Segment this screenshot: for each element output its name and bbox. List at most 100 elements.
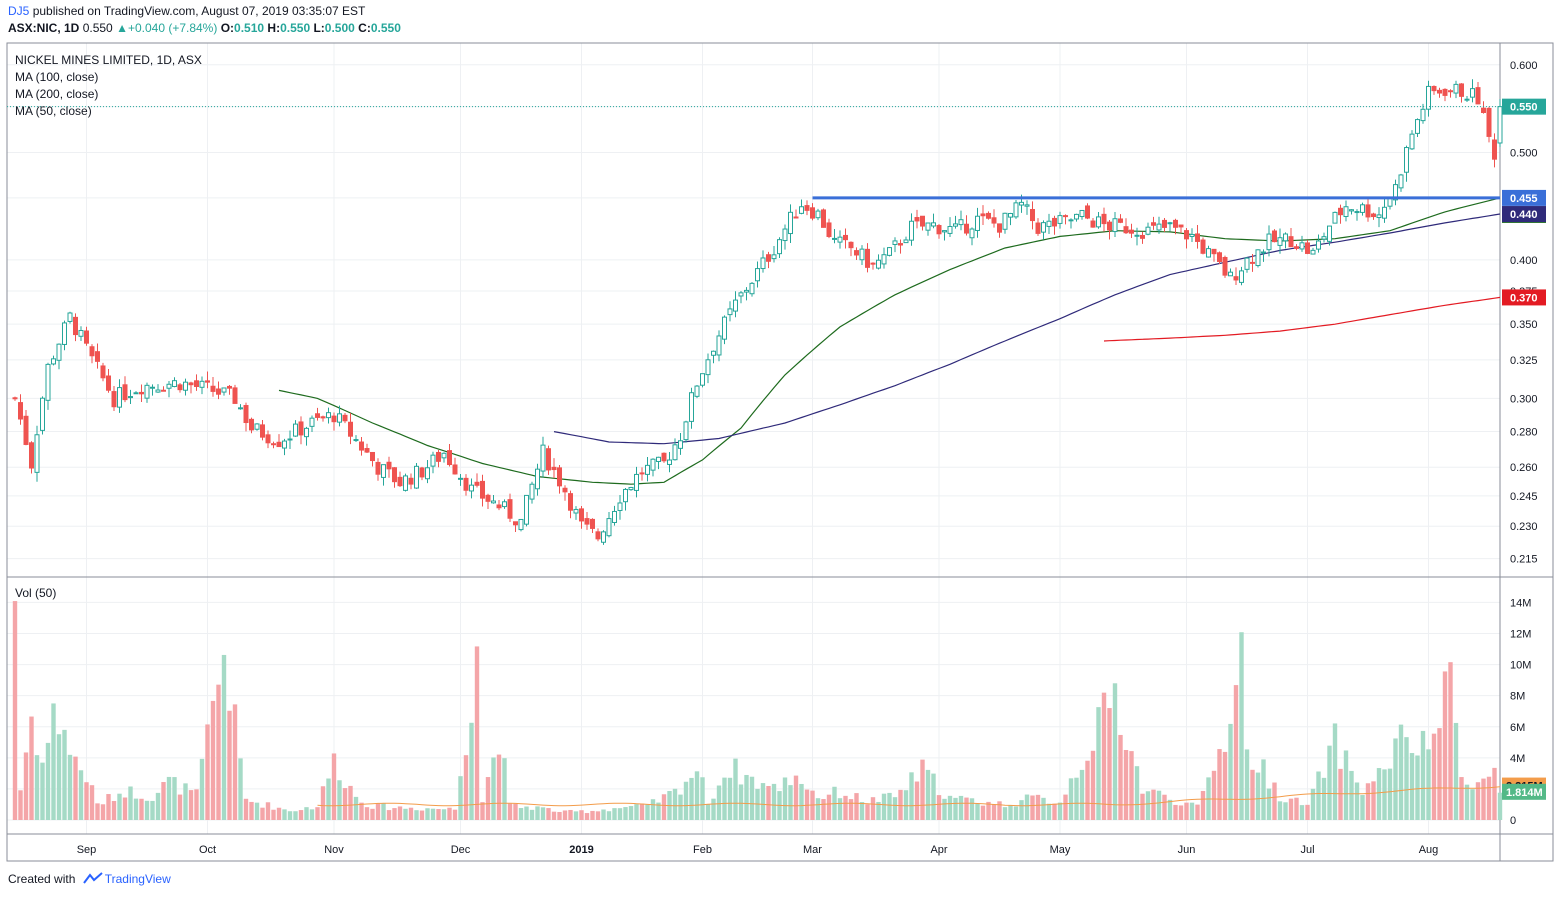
candle-body: [1013, 202, 1019, 218]
volume-bar: [425, 808, 430, 820]
candle-body: [1431, 85, 1437, 92]
candle-body: [925, 222, 931, 231]
volume-bar: [1464, 784, 1470, 820]
legend-volume[interactable]: Vol (50): [15, 586, 57, 600]
tradingview-logo-icon: [82, 872, 103, 887]
volume-bar: [1228, 723, 1233, 820]
price-badge-label: 0.370: [1510, 292, 1538, 304]
candle-body: [595, 531, 601, 540]
volume-bar: [364, 807, 370, 820]
candle-body: [430, 454, 436, 467]
legend-ma100[interactable]: MA (100, close): [15, 70, 99, 84]
volume-bar: [969, 798, 975, 820]
volume-bar: [1052, 803, 1057, 820]
volume-bar: [89, 785, 95, 820]
volume-bar: [452, 809, 458, 820]
candle-body: [1360, 204, 1365, 213]
volume-bar: [821, 799, 826, 820]
volume-bar: [678, 794, 683, 820]
volume-bar: [480, 802, 485, 820]
volume-bar: [529, 809, 535, 820]
volume-bar: [293, 811, 298, 820]
volume-bar: [1261, 759, 1266, 820]
volume-bar: [1486, 776, 1492, 820]
volume-bar: [727, 777, 733, 820]
volume-bar: [568, 809, 573, 820]
candle-body: [447, 450, 452, 466]
candle-body: [843, 234, 848, 241]
volume-bar: [419, 810, 425, 820]
volume-bar: [249, 801, 254, 820]
volume-bar: [1426, 749, 1431, 820]
candle-body: [232, 387, 238, 404]
volume-bar: [815, 798, 821, 820]
candle-body: [1426, 85, 1431, 110]
candle-body: [315, 413, 320, 418]
time-tick-label: Nov: [324, 844, 344, 856]
volume-bar: [1448, 662, 1453, 820]
publisher-name[interactable]: DJ5: [8, 4, 30, 18]
symbol-header: ASX:NIC, 1D 0.550 ▲+0.040 (+7.84%) O:0.5…: [8, 21, 401, 35]
volume-bar: [656, 802, 661, 820]
volume-bar: [205, 724, 210, 820]
candle-body: [612, 510, 617, 523]
volume-bar: [45, 742, 51, 820]
candle-body: [342, 414, 348, 422]
legend-ma50[interactable]: MA (50, close): [15, 104, 92, 118]
price-tick-label: 0.325: [1510, 355, 1538, 367]
time-tick-label: 2019: [569, 844, 593, 856]
candle-body: [705, 359, 711, 376]
candle-body: [617, 502, 623, 511]
candle-body: [337, 413, 342, 423]
candle-body: [414, 465, 419, 489]
legend-ma200[interactable]: MA (200, close): [15, 87, 99, 101]
volume-bar: [1222, 751, 1228, 820]
publish-header: DJ5 published on TradingView.com, August…: [8, 4, 365, 18]
candle-body: [876, 259, 881, 269]
price-tick-label: 0.600: [1510, 60, 1538, 72]
candle-body: [408, 477, 414, 485]
candle-body: [590, 518, 595, 529]
candle-body: [771, 254, 777, 260]
publish-info: published on TradingView.com, August 07,…: [32, 4, 366, 18]
candle-body: [386, 461, 392, 470]
volume-bar: [760, 783, 766, 820]
volume-bar: [227, 710, 232, 820]
volume-bar: [172, 777, 177, 820]
candle-body: [1096, 216, 1101, 228]
candle-body: [23, 415, 29, 445]
volume-bar: [62, 729, 67, 820]
volume-bar: [78, 770, 84, 820]
volume-tick-label: 6M: [1510, 722, 1525, 734]
volume-bar: [1294, 797, 1299, 820]
volume-bar: [1316, 771, 1321, 820]
candle-body: [645, 464, 650, 475]
time-tick-label: Aug: [1419, 844, 1439, 856]
tradingview-link[interactable]: TradingView: [104, 872, 171, 886]
volume-bar: [1371, 781, 1376, 820]
volume-bar: [309, 809, 315, 820]
candle-body: [304, 427, 309, 438]
candle-body: [1074, 213, 1079, 220]
volume-badge-label: 1.814M: [1506, 787, 1543, 799]
volume-tick-label: 10M: [1510, 660, 1531, 672]
volume-bar: [518, 808, 524, 820]
volume-bar: [1470, 789, 1475, 820]
candle-body: [1129, 229, 1134, 234]
volume-bar: [628, 806, 634, 820]
volume-bar: [414, 810, 419, 820]
volume-bar: [1475, 782, 1481, 820]
volume-bar: [155, 792, 161, 820]
volume-bar: [1156, 790, 1162, 820]
volume-bar: [975, 803, 980, 820]
candle-body: [496, 504, 502, 509]
candle-body: [177, 384, 183, 391]
candle-body: [249, 418, 254, 431]
candle-body: [293, 423, 298, 437]
open-value: 0.510: [234, 21, 265, 35]
volume-bar: [353, 796, 359, 820]
volume-bar: [1074, 777, 1079, 820]
volume-bar: [892, 797, 898, 820]
volume-bar: [634, 804, 639, 820]
